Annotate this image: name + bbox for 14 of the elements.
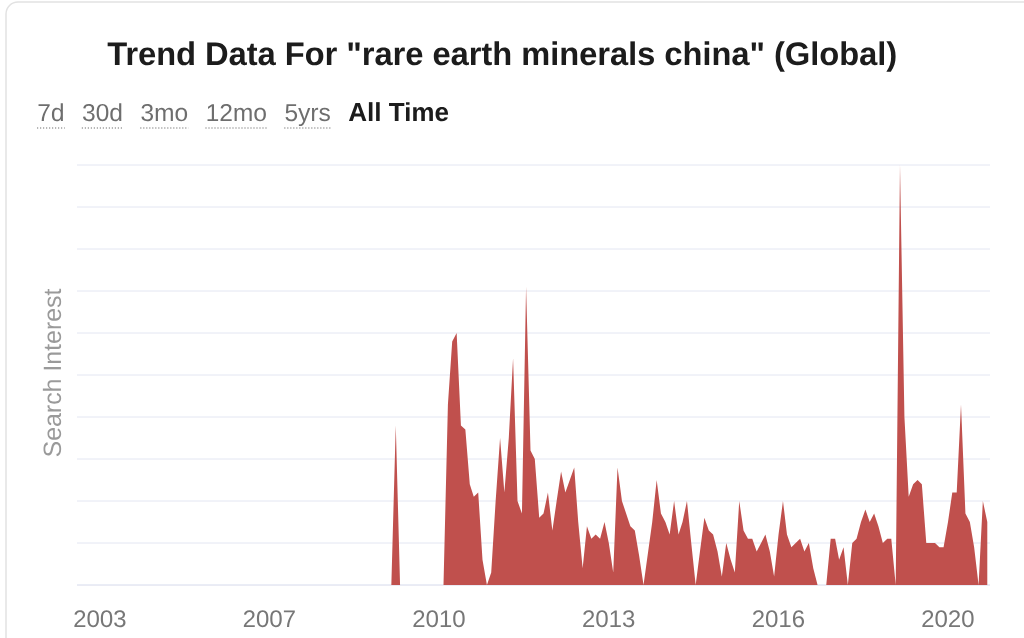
x-tick-label: 2003 — [74, 610, 126, 628]
text: 5yrs — [285, 104, 330, 127]
text: 7d — [38, 103, 63, 122]
x-tick-label: 2013 — [583, 610, 635, 628]
x-tick-label: 2007 — [243, 610, 295, 628]
text: All Time — [348, 102, 449, 122]
y-axis-title: Search Interest — [42, 288, 62, 457]
text: 12mo — [207, 103, 266, 122]
chart-title: Trend Data For "rare earth minerals china" (Global) — [107, 41, 896, 72]
x-tick-label: 2016 — [752, 610, 805, 628]
x-tick-label: 2020 — [922, 610, 974, 628]
text: 3mo — [141, 103, 188, 122]
x-tick-label: 2010 — [413, 610, 465, 628]
text: 30d — [83, 103, 122, 122]
